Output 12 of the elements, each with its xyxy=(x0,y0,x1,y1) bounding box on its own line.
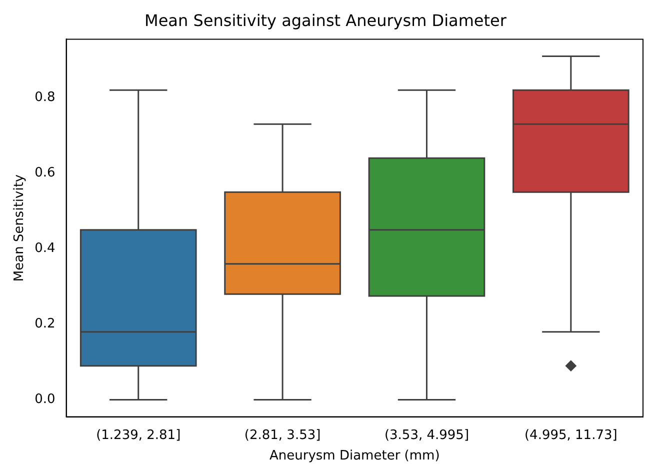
x-tick-label: (1.239, 2.81] xyxy=(96,428,181,443)
y-tick-label: 0.4 xyxy=(34,241,56,256)
x-tick-label: (2.81, 3.53] xyxy=(244,428,321,443)
y-axis-title: Mean Sensitivity xyxy=(12,174,28,282)
chart-title: Mean Sensitivity against Aneurysm Diameter xyxy=(144,10,507,30)
y-tick-label: 0.6 xyxy=(34,166,56,181)
y-tick-label: 0.2 xyxy=(34,316,56,332)
y-tick-label: 0.8 xyxy=(34,90,56,106)
x-tick-label: (4.995, 11.73] xyxy=(524,428,618,443)
x-axis-title: Aneurysm Diameter (mm) xyxy=(269,448,440,464)
y-tick-label: 0.0 xyxy=(34,392,56,408)
x-tick-label: (3.53, 4.995] xyxy=(384,428,470,443)
